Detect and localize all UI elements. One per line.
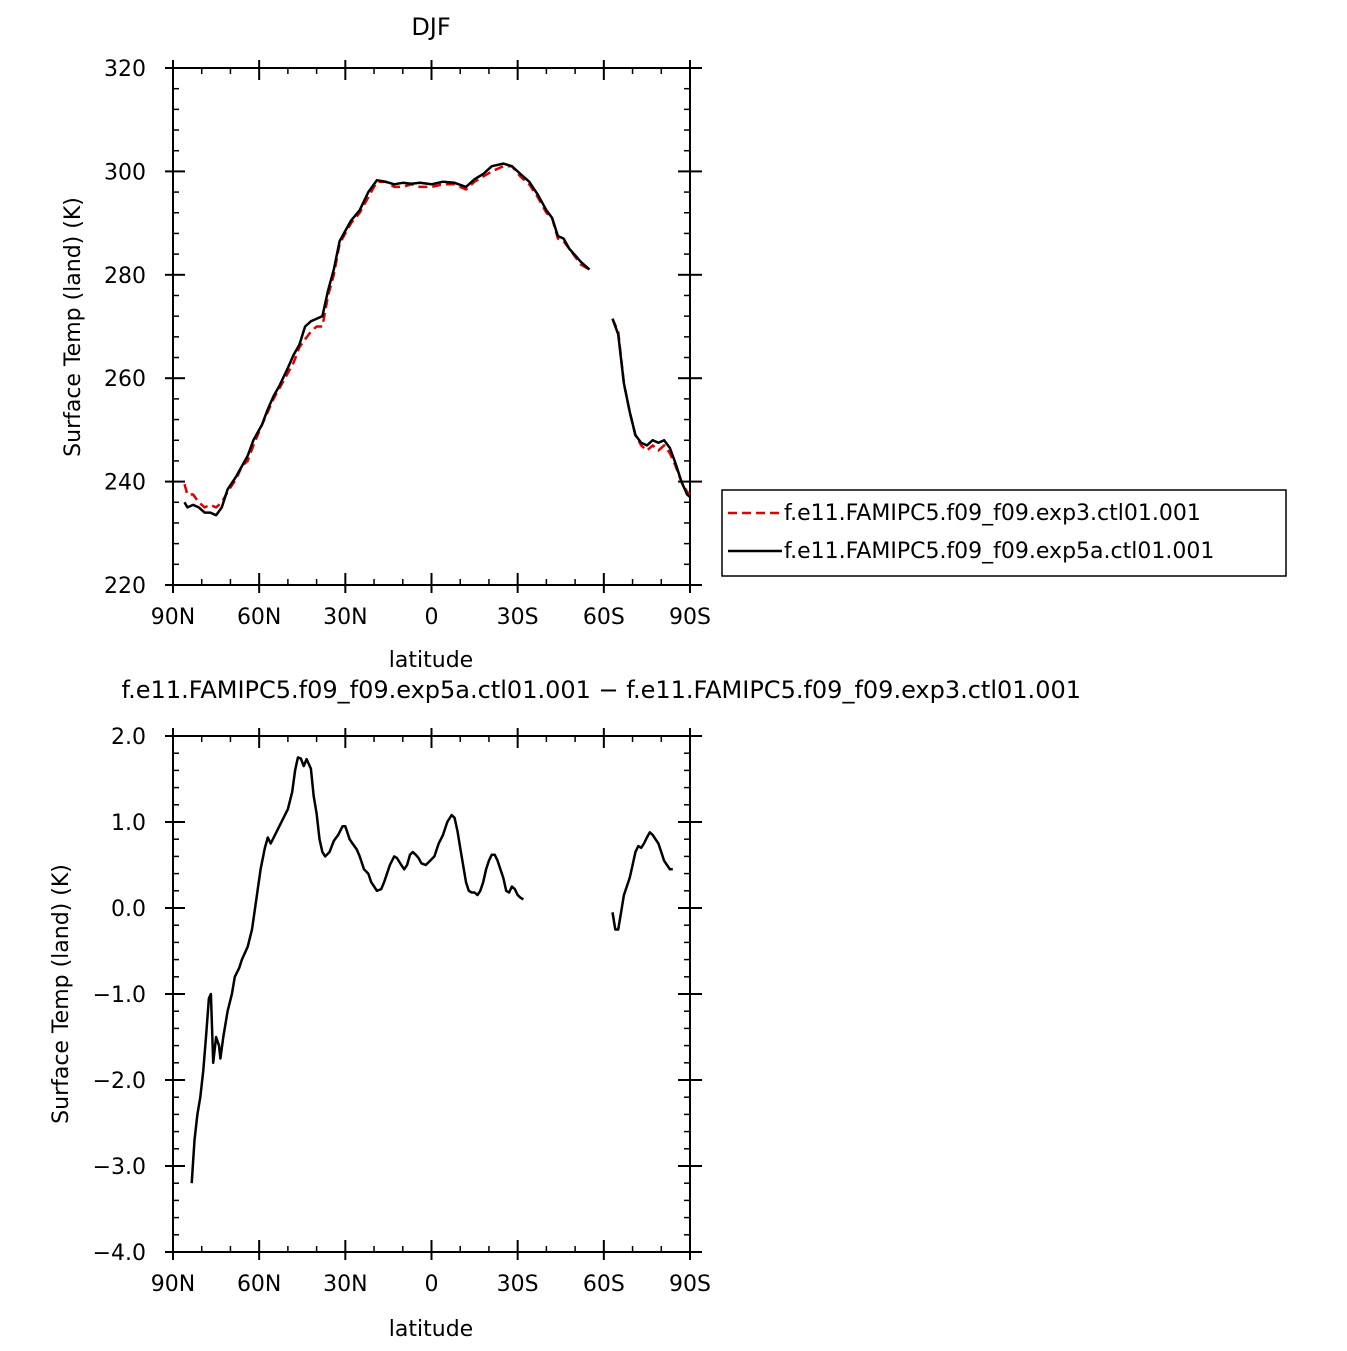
- legend-label-exp3: f.e11.FAMIPC5.f09_f09.exp3.ctl01.001: [784, 501, 1201, 526]
- bottom-y-tick-label: 2.0: [111, 725, 146, 750]
- bottom-y-tick-label: −3.0: [93, 1155, 146, 1180]
- top-y-tick-label: 300: [104, 160, 146, 185]
- bottom-series-0-line: [190, 756, 525, 1184]
- top-chart-title: DJF: [411, 13, 450, 41]
- bottom-y-tick-label: 0.0: [111, 897, 146, 922]
- top-y-tick-label: 220: [104, 574, 146, 599]
- bottom-y-tick-label: 1.0: [111, 811, 146, 836]
- top-x-tick-label: 90S: [669, 605, 711, 630]
- top-chart-y-label: Surface Temp (land) (K): [61, 197, 86, 457]
- top-y-tick-label: 320: [104, 57, 146, 82]
- top-x-tick-label: 0: [425, 605, 439, 630]
- bottom-x-tick-label: 60S: [583, 1272, 625, 1297]
- bottom-chart-x-label: latitude: [389, 1317, 473, 1342]
- bottom-x-tick-label: 30S: [497, 1272, 539, 1297]
- top-y-tick-label: 240: [104, 471, 146, 496]
- top-plot-frame: [172, 67, 691, 586]
- bottom-y-tick-label: −4.0: [93, 1241, 146, 1266]
- top-x-tick-label: 60N: [237, 605, 281, 630]
- bottom-x-tick-label: 0: [425, 1272, 439, 1297]
- top-series-1-line: [183, 162, 591, 517]
- bottom-y-tick-label: −1.0: [93, 983, 146, 1008]
- top-chart-x-label: latitude: [389, 648, 473, 673]
- bottom-x-tick-label: 30N: [323, 1272, 367, 1297]
- bottom-series-0-line: [611, 831, 673, 931]
- top-series-1-line: [611, 318, 691, 499]
- bottom-x-tick-label: 60N: [237, 1272, 281, 1297]
- top-x-tick-label: 90N: [151, 605, 195, 630]
- legend: f.e11.FAMIPC5.f09_f09.exp3.ctl01.001 f.e…: [721, 489, 1287, 577]
- bottom-chart-plot-area: 90N 60N 30N 0 30S 60S 90S −4.0 −3.0 −2.0 −1.0 0.0 1.…: [93, 725, 711, 1297]
- top-chart-plot-area: 90N 60N 30N 0 30S 60S 90S 220 240 260 280 300 320: [104, 57, 711, 630]
- bottom-chart-title: f.e11.FAMIPC5.f09_f09.exp5a.ctl01.001 − …: [121, 676, 1081, 704]
- top-series-0-line: [183, 164, 591, 509]
- top-x-tick-label: 60S: [583, 605, 625, 630]
- top-y-tick-label: 280: [104, 264, 146, 289]
- legend-box: [721, 489, 1287, 577]
- top-x-tick-label: 30S: [497, 605, 539, 630]
- bottom-chart-y-label: Surface Temp (land) (K): [49, 864, 74, 1124]
- top-x-tick-label: 30N: [323, 605, 367, 630]
- top-y-tick-label: 260: [104, 367, 146, 392]
- bottom-x-tick-label: 90N: [151, 1272, 195, 1297]
- bottom-y-tick-label: −2.0: [93, 1069, 146, 1094]
- bottom-x-tick-label: 90S: [669, 1272, 711, 1297]
- legend-label-exp5a: f.e11.FAMIPC5.f09_f09.exp5a.ctl01.001: [784, 539, 1214, 564]
- bottom-plot-frame: [172, 735, 691, 1253]
